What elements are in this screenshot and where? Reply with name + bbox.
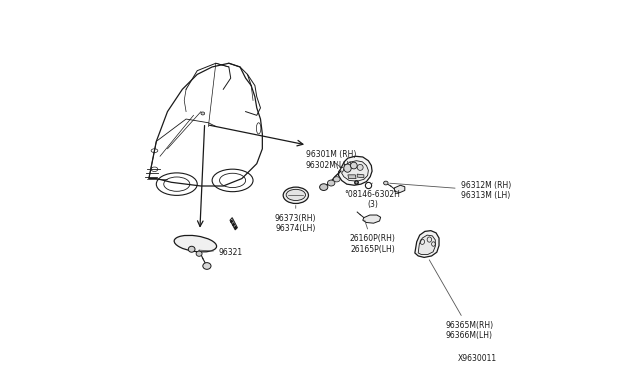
Text: 26160P(RH)
26165P(LH): 26160P(RH) 26165P(LH) (349, 220, 396, 254)
Ellipse shape (201, 112, 205, 115)
Ellipse shape (357, 164, 363, 170)
Polygon shape (342, 161, 369, 181)
Ellipse shape (319, 184, 328, 190)
Polygon shape (357, 174, 364, 178)
Text: °08146-6302H
(3): °08146-6302H (3) (344, 190, 401, 209)
Polygon shape (363, 215, 381, 223)
Ellipse shape (286, 189, 305, 201)
Ellipse shape (328, 180, 335, 186)
Ellipse shape (351, 162, 357, 169)
Ellipse shape (174, 235, 216, 252)
Polygon shape (348, 175, 356, 179)
Text: 96312M (RH)
96313M (LH): 96312M (RH) 96313M (LH) (390, 181, 511, 200)
Polygon shape (149, 63, 262, 186)
Ellipse shape (203, 263, 211, 269)
Polygon shape (415, 231, 439, 257)
Ellipse shape (383, 181, 388, 185)
Polygon shape (394, 185, 405, 193)
Ellipse shape (283, 187, 308, 203)
Text: 96301M (RH)
96302M(LH): 96301M (RH) 96302M(LH) (306, 150, 356, 170)
Polygon shape (230, 218, 237, 230)
Ellipse shape (333, 177, 340, 182)
Polygon shape (339, 156, 372, 185)
Ellipse shape (188, 246, 195, 252)
Text: 96321: 96321 (199, 248, 243, 257)
Text: 96373(RH)
96374(LH): 96373(RH) 96374(LH) (275, 205, 316, 233)
Text: 96365M(RH)
96366M(LH): 96365M(RH) 96366M(LH) (429, 260, 494, 340)
Ellipse shape (196, 251, 202, 256)
Ellipse shape (344, 164, 351, 172)
Polygon shape (418, 235, 435, 254)
Text: X9630011: X9630011 (458, 354, 497, 363)
